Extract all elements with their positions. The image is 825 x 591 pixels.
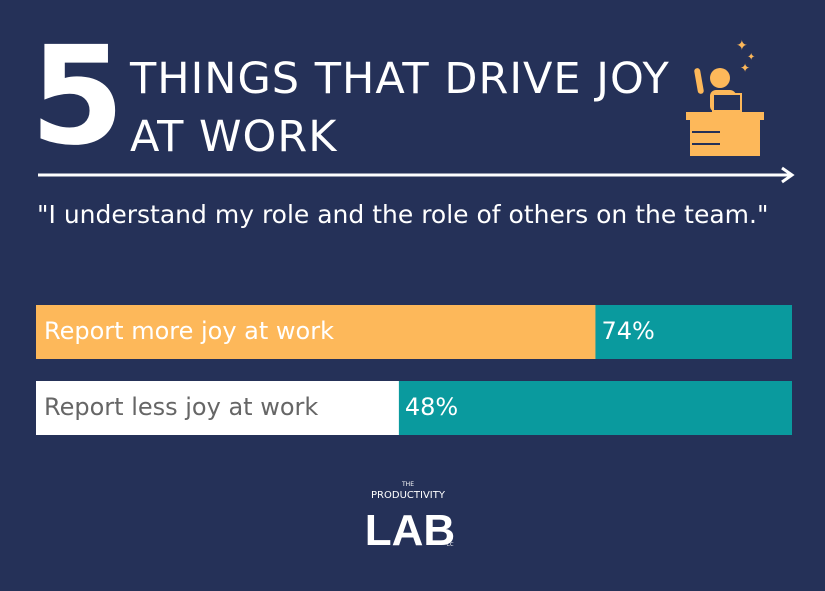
category-label: Report more joy at work xyxy=(44,317,334,345)
bar xyxy=(36,381,399,435)
desk-icon: ✦ ✦ ✦ xyxy=(686,38,764,156)
logo: THE PRODUCTIVITY LAB CC xyxy=(365,481,455,555)
value-label: 74% xyxy=(601,317,654,345)
chart-title: THINGS THAT DRIVE JOY AT WORK xyxy=(130,54,670,162)
title-number: 5 xyxy=(30,18,125,176)
svg-text:✦: ✦ xyxy=(747,52,755,63)
logo-main: LAB xyxy=(365,506,455,555)
bar xyxy=(36,305,596,359)
svg-text:✦: ✦ xyxy=(736,38,748,54)
category-label: Report less joy at work xyxy=(44,393,318,421)
logo-top: THE xyxy=(401,481,414,488)
logo-suffix: CC xyxy=(447,542,454,548)
svg-text:✦: ✦ xyxy=(740,61,750,75)
value-label: 48% xyxy=(405,393,458,421)
logo-middle: PRODUCTIVITY xyxy=(371,490,446,501)
divider-arrow xyxy=(781,166,795,184)
subtitle: "I understand my role and the role of ot… xyxy=(37,200,769,229)
